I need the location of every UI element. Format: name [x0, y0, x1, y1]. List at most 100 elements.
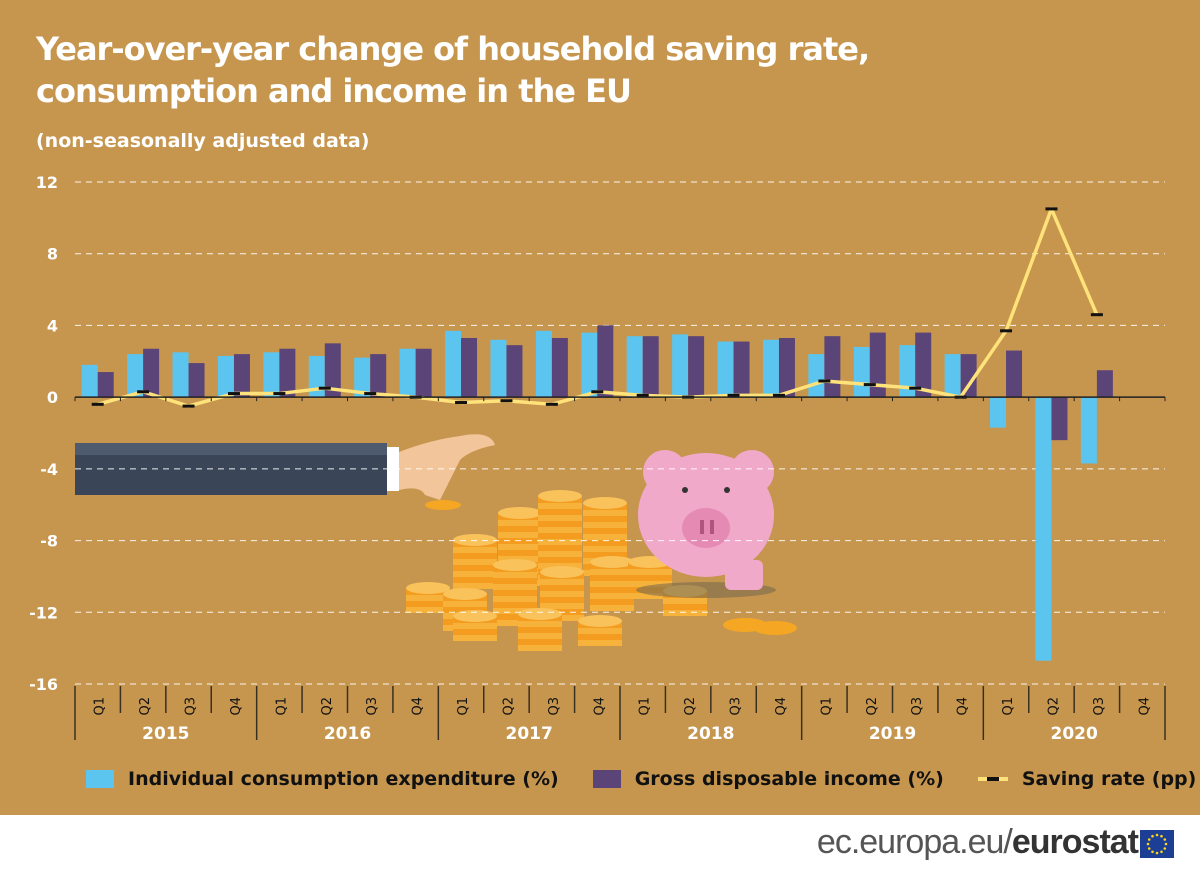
eu-star	[1163, 838, 1167, 841]
y-tick-label: -12	[29, 603, 58, 622]
footer-url[interactable]: ec.europa.eu/eurostat	[817, 823, 1139, 862]
income-bar	[97, 372, 114, 398]
saving-rate-marker	[227, 392, 240, 396]
y-tick-label: -8	[40, 532, 58, 551]
eu-star	[1147, 847, 1151, 850]
coin-top	[443, 588, 487, 600]
quarter-label: Q2	[320, 697, 335, 716]
footer-brand: eurostat	[1011, 823, 1139, 861]
consumption-bar	[808, 354, 825, 398]
quarter-label: Q4	[956, 697, 971, 716]
quarter-label: Q1	[638, 697, 653, 716]
cuff-illustration	[387, 447, 399, 491]
legend-item-consumption: Individual consumption expenditure (%)	[86, 768, 559, 790]
saving-rate-marker	[1090, 313, 1103, 317]
income-bar	[415, 348, 432, 398]
saving-rate-marker	[545, 402, 558, 406]
quarter-label: Q4	[774, 697, 789, 716]
coin-illustration	[493, 583, 537, 590]
consumption-bar	[672, 334, 689, 398]
coin-illustration	[498, 543, 542, 550]
income-bar	[960, 354, 977, 398]
coin-top	[538, 490, 582, 502]
coin-illustration	[493, 607, 537, 614]
income-bar	[233, 354, 250, 398]
eu-star	[1146, 842, 1150, 846]
coin-illustration	[518, 620, 562, 627]
eu-star	[1155, 833, 1159, 837]
legend-label: Saving rate (pp)	[1021, 768, 1197, 790]
consumption-bar	[445, 330, 462, 398]
eu-star	[1151, 850, 1154, 854]
consumption-bar	[490, 339, 507, 398]
chart-subtitle: (non-seasonally adjusted data)	[36, 130, 370, 152]
eu-star	[1155, 851, 1159, 855]
coin-illustration	[538, 550, 582, 557]
coin-illustration	[453, 582, 497, 589]
coin-illustration	[628, 574, 672, 581]
income-bar	[551, 337, 568, 398]
coin-illustration	[538, 532, 582, 539]
consumption-bar	[990, 397, 1007, 428]
eu-star	[1151, 834, 1154, 838]
consumption-bar	[853, 346, 870, 398]
coin-illustration	[540, 578, 584, 585]
coin-illustration	[538, 502, 582, 509]
coin-illustration	[453, 552, 497, 559]
quarter-label: Q3	[910, 697, 925, 716]
coin-illustration	[628, 580, 672, 587]
income-bar	[1051, 397, 1068, 441]
coin-top	[578, 615, 622, 627]
coin-illustration	[453, 564, 497, 571]
coin-illustration	[538, 508, 582, 515]
saving-rate-marker	[318, 386, 331, 390]
saving-rate-marker	[273, 392, 286, 396]
legend-swatch	[592, 770, 621, 788]
consumption-bar	[263, 352, 280, 398]
quarter-label: Q2	[138, 697, 153, 716]
quarter-label: Q3	[1092, 697, 1107, 716]
quarter-label: Q2	[1046, 697, 1061, 716]
coin-illustration	[538, 520, 582, 527]
coin-illustration	[453, 576, 497, 583]
eu-stars	[1146, 833, 1168, 855]
coin-illustration	[498, 531, 542, 538]
quarter-label: Q1	[456, 697, 471, 716]
saving-rate-marker	[772, 393, 785, 397]
piggy-eye	[724, 487, 730, 493]
coin-illustration	[453, 558, 497, 565]
saving-rate-marker	[137, 390, 150, 394]
y-tick-label: 0	[47, 388, 58, 407]
consumption-bar	[899, 345, 916, 398]
coin-illustration	[406, 594, 450, 601]
eu-flag-icon	[1140, 830, 1174, 858]
coin-illustration	[498, 549, 542, 556]
coin-illustration	[583, 521, 627, 528]
coin-illustration	[453, 622, 497, 629]
coin-illustration	[590, 574, 634, 581]
income-bar	[324, 343, 341, 398]
coin-illustration	[498, 555, 542, 562]
piggy-nostril	[710, 520, 714, 534]
coin-illustration	[583, 539, 627, 546]
saving-rate-marker	[909, 386, 922, 390]
income-bar	[642, 336, 659, 398]
quarter-label: Q2	[865, 697, 880, 716]
coin-illustration	[538, 526, 582, 533]
chart: 12 8 4 0 -4 -8 -12 -16 Q1 Q2 Q3 Q4 Q1 Q2 Q3 Q4 Q1 Q2 Q3 Q4…	[29, 173, 1166, 744]
saving-rate-marker	[818, 379, 831, 383]
coin-illustration	[518, 638, 562, 645]
piggy-leg	[725, 560, 763, 590]
eu-star	[1147, 838, 1151, 841]
saving-illustration	[75, 434, 797, 651]
saving-rate-marker	[91, 402, 104, 406]
coin-illustration	[493, 601, 537, 608]
coin-illustration	[590, 568, 634, 575]
coin-illustration	[540, 608, 584, 615]
coin-illustration	[453, 628, 497, 635]
consumption-bar	[1035, 397, 1052, 661]
coin-illustration	[663, 603, 707, 610]
year-label: 2019	[869, 724, 916, 744]
coin-illustration	[493, 571, 537, 578]
coin-illustration	[493, 613, 537, 620]
